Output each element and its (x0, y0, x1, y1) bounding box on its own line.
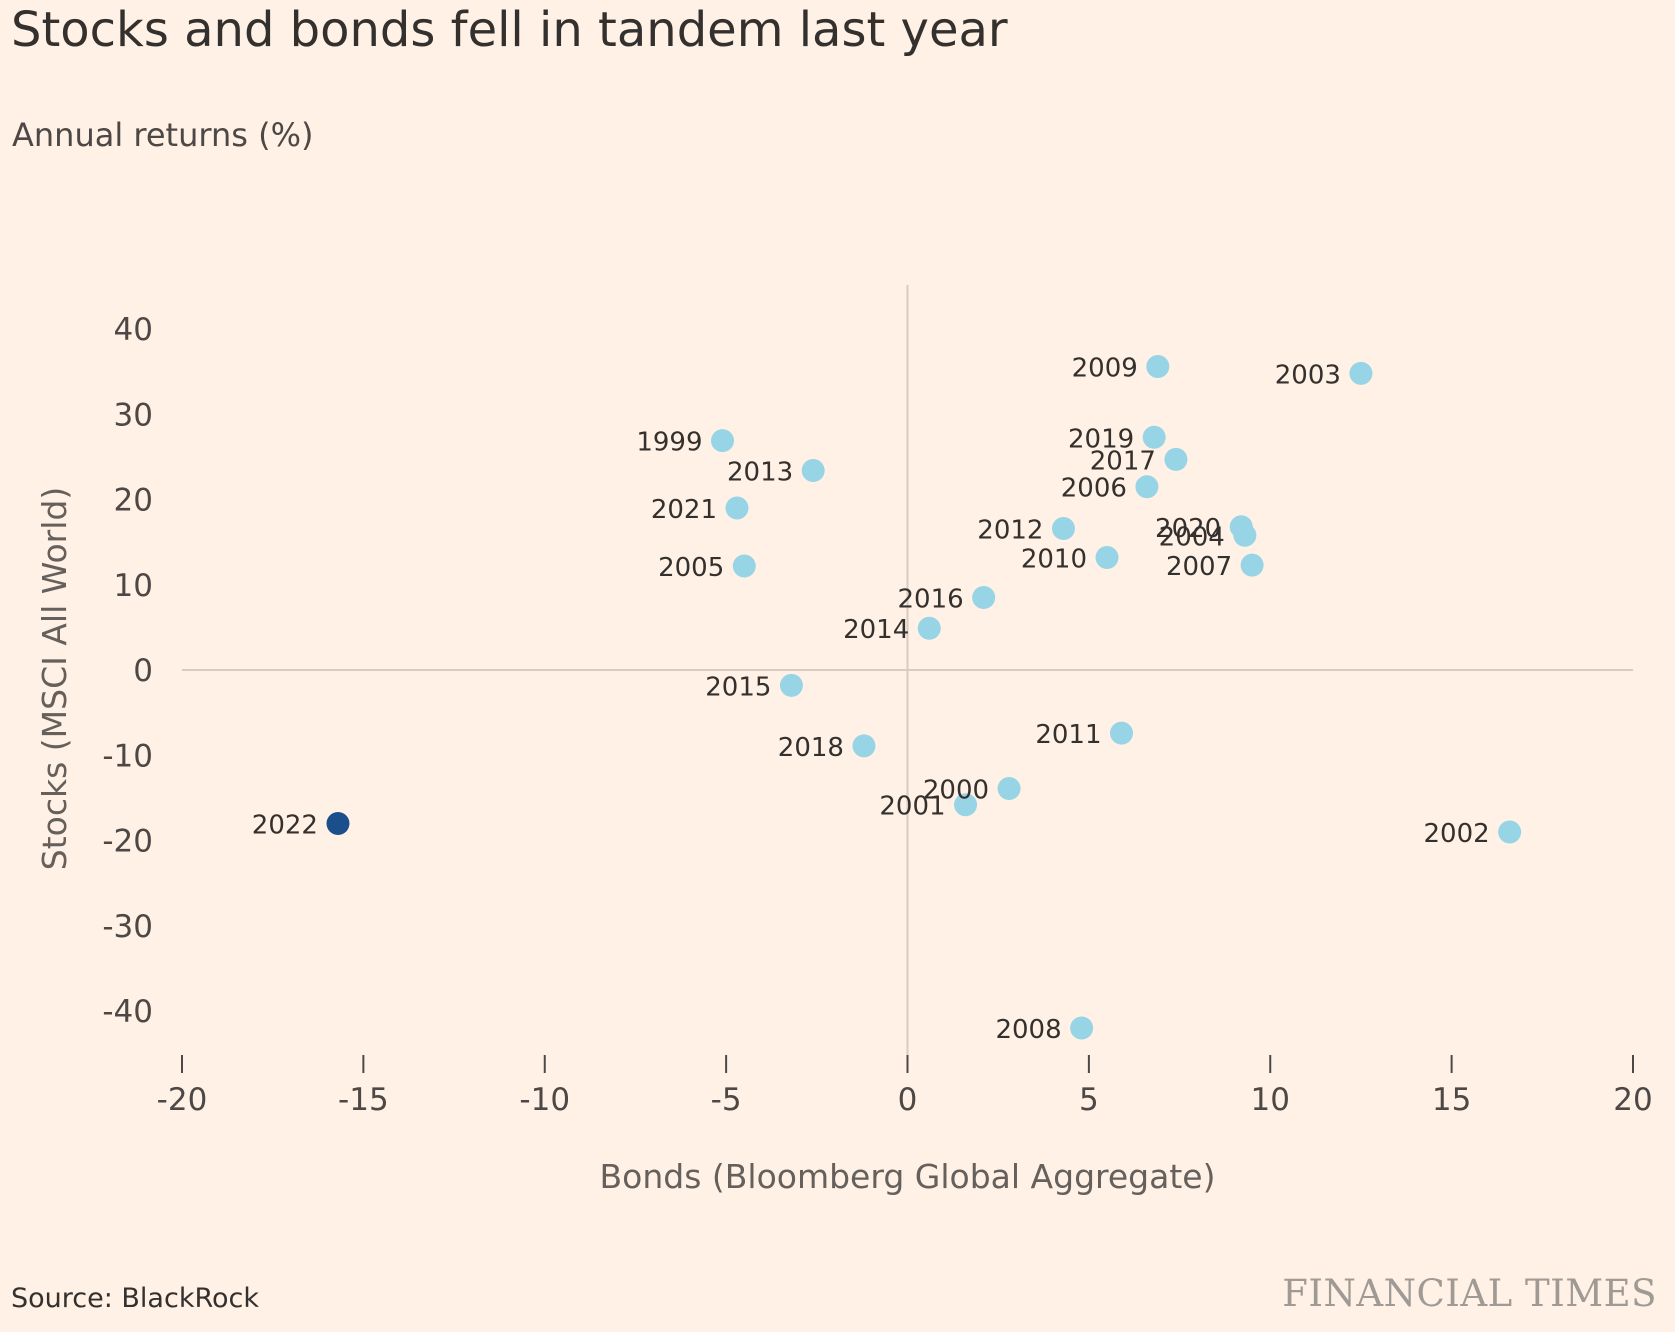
point-label-2000: 2000 (923, 775, 989, 805)
point-label-2017: 2017 (1090, 446, 1156, 476)
data-point-2020 (1229, 515, 1253, 539)
data-point-2005 (732, 554, 756, 578)
chart-subtitle: Annual returns (%) (12, 116, 314, 154)
point-label-2002: 2002 (1423, 819, 1489, 849)
data-point-2002 (1498, 820, 1522, 844)
data-point-2015 (779, 673, 803, 697)
point-label-2020: 2020 (1155, 514, 1221, 544)
data-point-2006 (1135, 475, 1159, 499)
y-tick-label: -10 (102, 738, 153, 774)
y-tick-label: -30 (102, 909, 153, 945)
data-point-2000 (997, 776, 1021, 800)
x-tick-label: 0 (898, 1082, 918, 1118)
point-label-2018: 2018 (778, 733, 844, 763)
y-tick-label: 30 (114, 397, 153, 433)
chart-title: Stocks and bonds fell in tandem last yea… (11, 2, 1008, 58)
x-tick-label: 20 (1613, 1082, 1652, 1118)
data-point-2001 (954, 793, 978, 817)
x-tick-label: 15 (1432, 1082, 1471, 1118)
point-label-2015: 2015 (705, 672, 771, 702)
data-point-2003 (1349, 361, 1373, 385)
point-label-2003: 2003 (1275, 360, 1341, 390)
data-point-2010 (1095, 545, 1119, 569)
y-tick-label: 40 (114, 312, 153, 348)
data-point-2014 (917, 616, 941, 640)
y-axis-label: Stocks (MSCI All World) (35, 487, 74, 870)
x-tick-label: 5 (1079, 1082, 1099, 1118)
x-axis-label: Bonds (Bloomberg Global Aggregate) (600, 1157, 1216, 1196)
data-point-2007 (1240, 553, 1264, 577)
data-point-2022 (326, 811, 350, 835)
x-tick-label: -15 (338, 1082, 389, 1118)
point-label-1999: 1999 (636, 428, 702, 458)
data-point-2011 (1110, 721, 1134, 745)
x-tick-label: -5 (711, 1082, 742, 1118)
data-point-1999 (710, 429, 734, 453)
point-label-2001: 2001 (879, 792, 945, 822)
data-point-2019 (1142, 425, 1166, 449)
point-label-2004: 2004 (1159, 522, 1225, 552)
y-tick-label: -40 (102, 994, 153, 1030)
data-point-2021 (725, 496, 749, 520)
point-label-2011: 2011 (1035, 720, 1101, 750)
brand-wordmark: FINANCIAL TIMES (1282, 1272, 1657, 1315)
point-label-2005: 2005 (658, 553, 724, 583)
y-tick-label: 20 (114, 483, 153, 519)
data-point-2016 (972, 586, 996, 610)
point-label-2012: 2012 (977, 515, 1043, 545)
point-label-2013: 2013 (727, 458, 793, 488)
point-label-2006: 2006 (1061, 474, 1127, 504)
data-point-2017 (1164, 447, 1188, 471)
x-tick-label: -20 (157, 1082, 208, 1118)
point-label-2014: 2014 (843, 615, 909, 645)
x-tick-label: -10 (519, 1082, 570, 1118)
y-tick-label: 0 (133, 653, 153, 689)
point-label-2019: 2019 (1068, 424, 1134, 454)
data-point-2009 (1146, 355, 1170, 379)
point-label-2021: 2021 (651, 495, 717, 525)
point-label-2010: 2010 (1021, 544, 1087, 574)
data-point-2012 (1051, 516, 1075, 540)
point-label-2022: 2022 (252, 810, 318, 840)
y-tick-label: 10 (114, 568, 153, 604)
point-label-2016: 2016 (898, 585, 964, 615)
point-label-2007: 2007 (1166, 552, 1232, 582)
data-point-2018 (852, 734, 876, 758)
x-tick-label: 10 (1251, 1082, 1290, 1118)
point-label-2009: 2009 (1072, 354, 1138, 384)
y-tick-label: -20 (102, 824, 153, 860)
data-point-2008 (1070, 1016, 1094, 1040)
source-note: Source: BlackRock (11, 1283, 260, 1314)
point-label-2008: 2008 (995, 1015, 1061, 1045)
data-point-2013 (801, 459, 825, 483)
